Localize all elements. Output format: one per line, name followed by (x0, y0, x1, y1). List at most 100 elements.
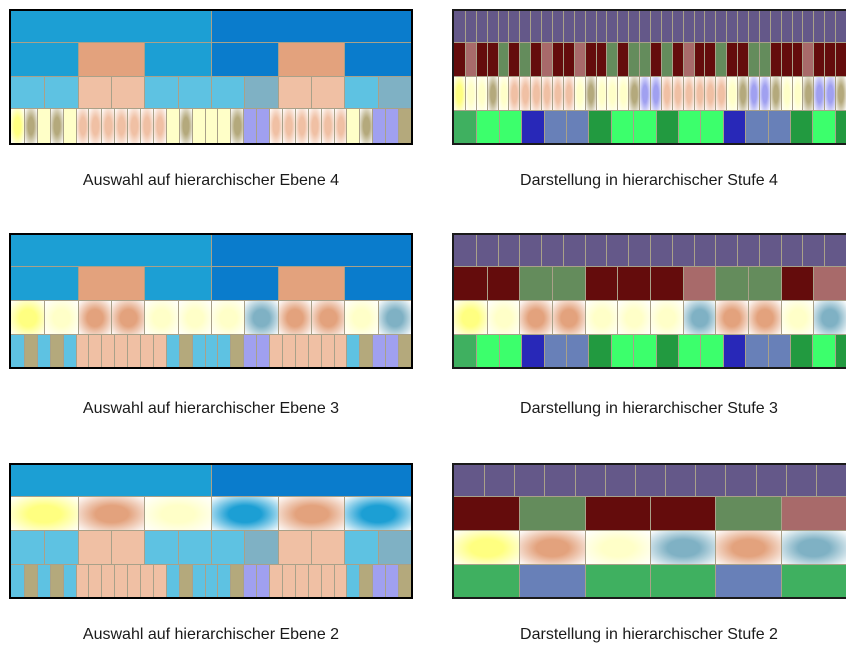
tile (715, 235, 738, 267)
tile (204, 565, 218, 597)
tile (824, 11, 836, 43)
tile (77, 531, 112, 565)
row-divider (11, 334, 411, 335)
tile (191, 109, 206, 143)
tile (165, 335, 180, 367)
tile (269, 565, 283, 597)
row-divider (454, 334, 846, 335)
tile (11, 267, 79, 301)
tile (693, 77, 705, 111)
tile (11, 465, 212, 497)
tile (693, 235, 716, 267)
tile (464, 77, 477, 111)
tile (802, 43, 814, 77)
tile (650, 43, 662, 77)
tile (377, 77, 411, 109)
tile (359, 109, 373, 143)
tile (769, 43, 782, 77)
tile (628, 11, 640, 43)
tile (519, 267, 553, 301)
tile (140, 335, 154, 367)
tile (566, 335, 589, 367)
tile (75, 565, 89, 597)
tile (588, 335, 612, 367)
tile (464, 43, 477, 77)
tile (769, 11, 782, 43)
tile (552, 301, 586, 335)
tile (584, 77, 597, 111)
tile (256, 335, 270, 367)
tile (307, 335, 322, 367)
tile (802, 235, 825, 267)
tile-row (11, 11, 411, 43)
tile (464, 11, 477, 43)
tile-row (11, 497, 411, 531)
tile (454, 77, 466, 111)
selection-level-2-panel (9, 463, 413, 599)
tile (62, 335, 76, 367)
caption-selection-level-3: Auswahl auf hierarchischer Ebene 3 (82, 400, 340, 417)
tile (311, 531, 345, 565)
row-divider (11, 496, 411, 497)
tile (610, 111, 634, 143)
tile (562, 77, 575, 111)
tile (277, 301, 312, 335)
tile (519, 301, 553, 335)
caption-display-level-3: Darstellung in hierarchischer Stufe 3 (520, 400, 778, 417)
tile (36, 109, 51, 143)
tile (802, 11, 814, 43)
tile (111, 77, 145, 109)
tile (725, 465, 757, 497)
tile (454, 267, 488, 301)
tile (722, 111, 746, 143)
tile (498, 111, 522, 143)
tile (243, 565, 257, 597)
tile (655, 111, 679, 143)
tile (475, 235, 499, 267)
tile-row (454, 111, 846, 143)
tile (562, 235, 586, 267)
tile (780, 267, 814, 301)
tile (745, 335, 769, 367)
tile (398, 335, 411, 367)
caption-display-level-4: Darstellung in hierarchischer Stufe 4 (520, 172, 778, 189)
tile (745, 111, 769, 143)
tile (595, 43, 607, 77)
tile (484, 465, 515, 497)
tile (519, 531, 586, 565)
tile (617, 43, 629, 77)
tile (49, 109, 64, 143)
tile (377, 301, 411, 335)
tile (486, 43, 499, 77)
tile (88, 335, 102, 367)
tile (294, 565, 309, 597)
tile (127, 109, 141, 143)
row-divider (454, 564, 846, 565)
tile (111, 531, 145, 565)
display-level-2-panel (452, 463, 846, 599)
tile (75, 335, 89, 367)
tile (562, 43, 575, 77)
tile-row (454, 11, 846, 43)
tile (311, 77, 345, 109)
tile (704, 77, 716, 111)
tile (256, 109, 270, 143)
tile (294, 109, 309, 143)
tile (277, 267, 345, 301)
tile (77, 301, 112, 335)
tile (49, 565, 64, 597)
tile (486, 301, 520, 335)
tile (758, 235, 782, 267)
tile (36, 335, 51, 367)
tile (617, 301, 651, 335)
tile (77, 497, 145, 531)
tile (824, 77, 836, 111)
caption-selection-level-4: Auswahl auf hierarchischer Ebene 4 (82, 172, 340, 189)
tile (519, 497, 586, 531)
tile (344, 497, 411, 531)
tile (700, 335, 724, 367)
tile (541, 77, 553, 111)
tile (11, 497, 79, 531)
tile (660, 43, 673, 77)
tile (530, 77, 542, 111)
